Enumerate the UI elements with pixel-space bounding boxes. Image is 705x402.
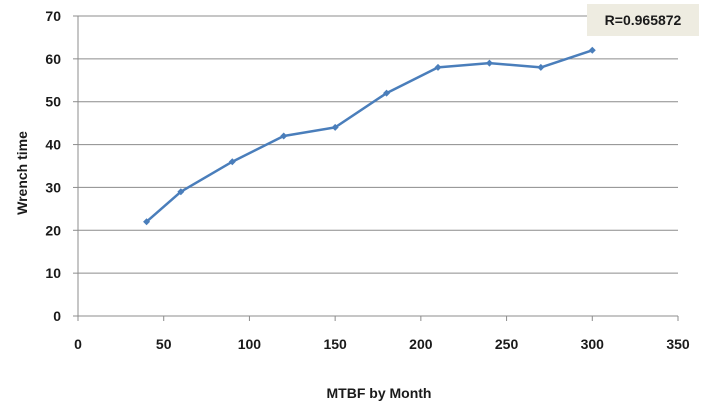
y-tick-label: 30 [45, 179, 61, 195]
data-point [280, 132, 288, 140]
y-tick-label: 70 [45, 8, 61, 24]
y-tick-label: 0 [53, 308, 61, 324]
data-point [434, 63, 442, 71]
y-tick-labels: 0 10 20 30 40 50 60 70 [45, 8, 61, 324]
y-tick-label: 50 [45, 94, 61, 110]
data-point [177, 188, 185, 196]
y-axis-title: Wrench time [14, 131, 30, 215]
series-line [145, 49, 593, 223]
y-tick-label: 40 [45, 137, 61, 153]
series [143, 46, 596, 226]
data-point [228, 158, 236, 166]
x-tick-label: 300 [581, 336, 605, 352]
gridlines [78, 15, 678, 274]
x-tick-label: 350 [666, 336, 690, 352]
x-tick-labels: 0 50 100 150 200 250 300 350 [74, 336, 690, 352]
data-point [485, 59, 493, 67]
x-tick-label: 50 [156, 336, 172, 352]
y-tick-label: 10 [45, 265, 61, 281]
data-point [383, 89, 391, 97]
x-tick-label: 150 [323, 336, 347, 352]
data-point [588, 46, 596, 54]
y-tick-label: 20 [45, 222, 61, 238]
y-tick-label: 60 [45, 51, 61, 67]
x-tick-label: 250 [495, 336, 519, 352]
x-tick-label: 200 [409, 336, 433, 352]
x-tick-label: 100 [238, 336, 262, 352]
data-point [331, 123, 339, 131]
r-value-annotation: R=0.965872 [587, 4, 699, 36]
data-point [143, 218, 151, 226]
x-axis-title: MTBF by Month [327, 385, 432, 401]
axes [73, 15, 679, 321]
data-point [537, 63, 545, 71]
x-tick-label: 0 [74, 336, 82, 352]
